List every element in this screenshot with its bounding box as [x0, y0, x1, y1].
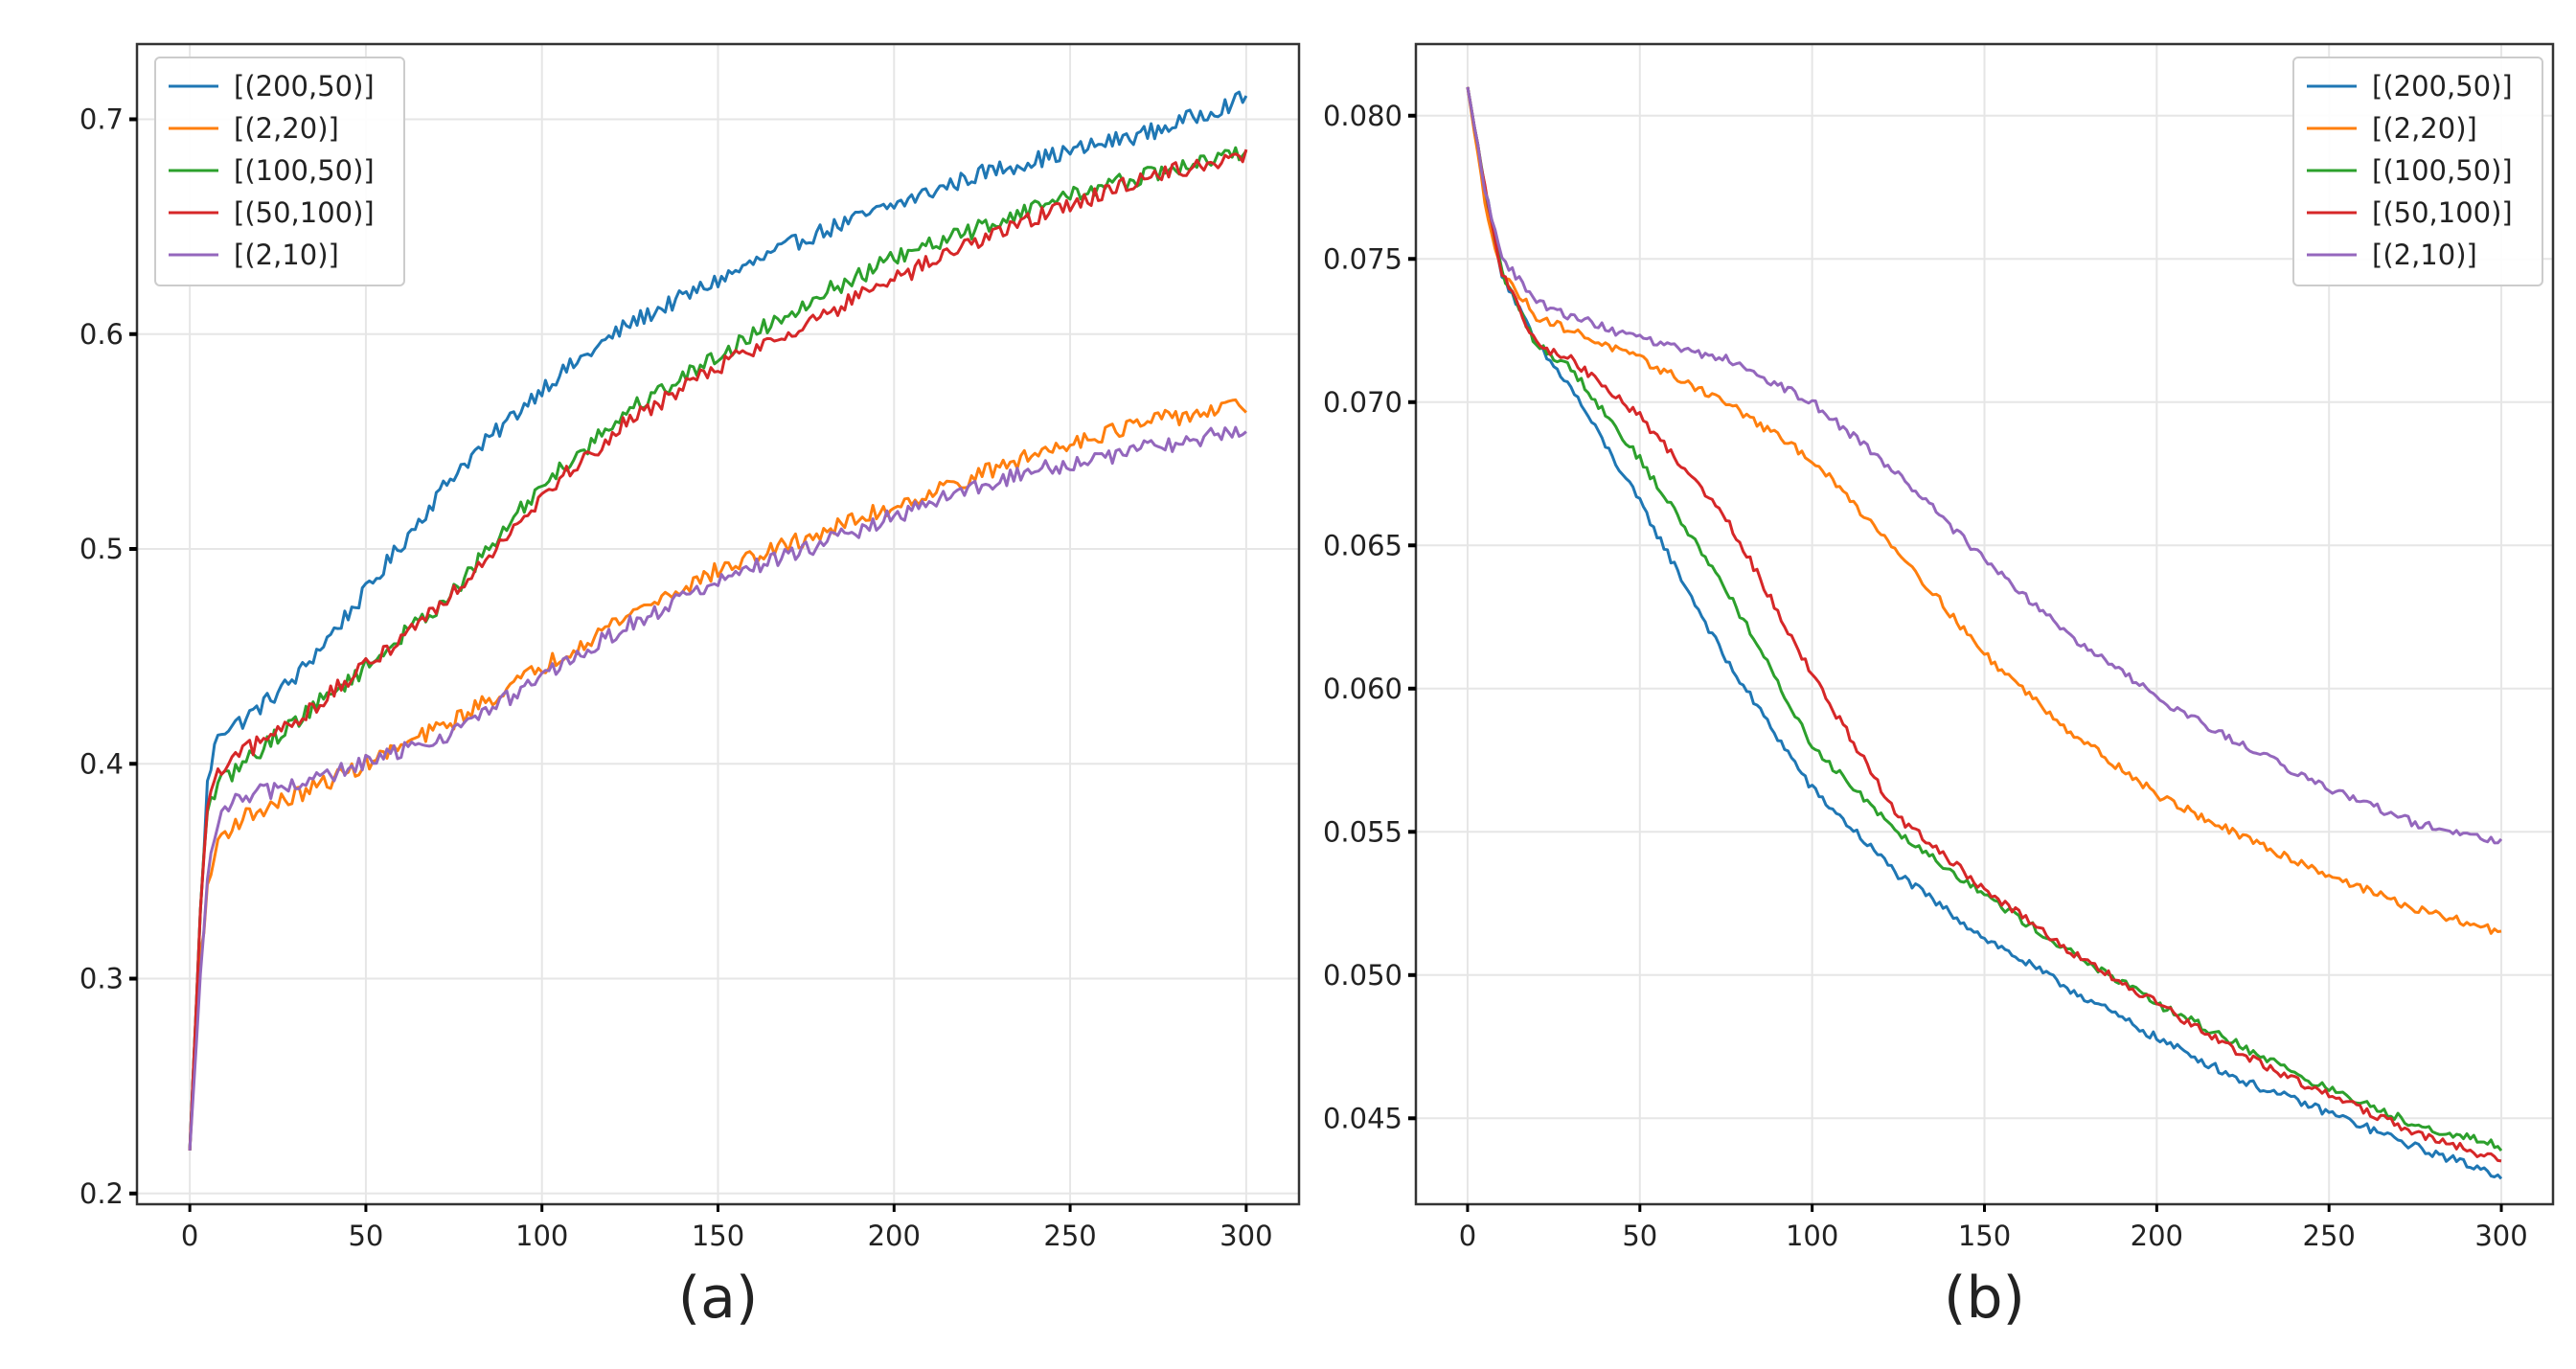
x-tick-label: 200 [868, 1220, 921, 1252]
series-line [1466, 86, 2502, 1163]
y-tick-label: 0.045 [1323, 1102, 1402, 1134]
legend-label: [(200,50)] [234, 70, 375, 103]
y-tick-label: 0.070 [1323, 386, 1402, 419]
y-tick-label: 0.2 [80, 1177, 124, 1210]
y-tick-label: 0.080 [1323, 100, 1402, 132]
x-tick-label: 150 [1958, 1220, 2011, 1252]
legend-label: [(2,10)] [234, 239, 339, 271]
y-tick-label: 0.050 [1323, 959, 1402, 992]
legend-label: [(2,10)] [2372, 239, 2477, 271]
chart-b: 0 50 100 150 200 250 300 0.045 0.050 0.055 0.060 0.… [1323, 42, 2555, 1332]
series-line [188, 425, 1247, 1151]
legend-box [154, 57, 405, 286]
y-tick-label: 0.065 [1323, 529, 1402, 561]
y-tick-label: 0.075 [1323, 242, 1402, 275]
series-line [1466, 86, 2502, 935]
legend-label: [(50,100)] [234, 196, 375, 229]
series-line [188, 90, 1248, 1151]
y-tick-label: 0.7 [80, 103, 124, 135]
y-tick-label: 0.4 [80, 747, 124, 780]
x-tick-label: 100 [1786, 1220, 1838, 1252]
y-tick-label: 0.060 [1323, 673, 1402, 705]
x-tick-label: 0 [1459, 1220, 1476, 1252]
legend-box [2292, 57, 2543, 286]
series-line [188, 148, 1248, 1151]
x-tick-label: 200 [2131, 1220, 2183, 1252]
series-line [1466, 86, 2503, 1152]
x-tick-label: 300 [1220, 1220, 1272, 1252]
y-tick-label: 0.5 [80, 533, 124, 565]
legend-label: [(100,50)] [2372, 154, 2513, 187]
legend-label: [(50,100)] [2372, 196, 2513, 229]
legend-label: [(200,50)] [2372, 70, 2513, 103]
series-line [1466, 86, 2503, 845]
x-tick-label: 50 [348, 1220, 383, 1252]
series-line [1466, 86, 2503, 1180]
x-tick-label: 250 [1043, 1220, 1096, 1252]
x-tick-label: 50 [1622, 1220, 1657, 1252]
y-tick-label: 0.3 [80, 963, 124, 995]
chart-a: 0 50 100 150 200 250 300 0.2 0.3 0.4 0.5 0.6 0.7 (a) [… [80, 42, 1301, 1332]
x-tick-label: 100 [515, 1220, 568, 1252]
chart-caption: (a) [678, 1265, 759, 1332]
legend-label: [(2,20)] [234, 112, 339, 145]
y-tick-label: 0.6 [80, 318, 124, 351]
x-tick-label: 150 [692, 1220, 744, 1252]
x-tick-label: 0 [181, 1220, 198, 1252]
x-tick-label: 300 [2474, 1220, 2527, 1252]
y-tick-label: 0.055 [1323, 815, 1402, 848]
x-tick-label: 250 [2303, 1220, 2356, 1252]
legend-label: [(2,20)] [2372, 112, 2477, 145]
chart-caption: (b) [1944, 1265, 2025, 1332]
legend-label: [(100,50)] [234, 154, 375, 187]
